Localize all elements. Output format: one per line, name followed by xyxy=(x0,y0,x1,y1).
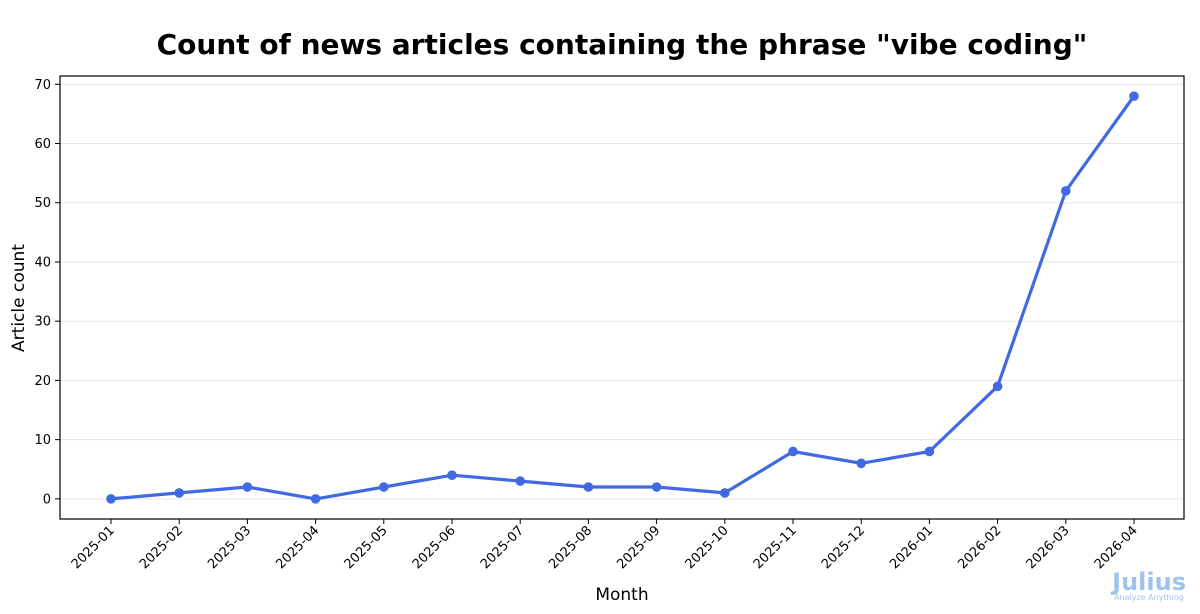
data-point-2025-11 xyxy=(788,446,798,457)
data-point-2025-02 xyxy=(174,488,184,498)
y-tick-label-20: 20 xyxy=(34,374,51,389)
x-tick-label-2025-06: 2025-06 xyxy=(410,523,459,572)
x-axis-ticks: 2025-01 2025-02 2025-03 2025-04 2025-05 2025-… xyxy=(69,519,1141,572)
x-axis-label: Month xyxy=(595,585,648,605)
series-line-0 xyxy=(109,94,1136,501)
y-tick-label-40: 40 xyxy=(34,255,51,270)
data-point-2025-04 xyxy=(310,494,321,504)
data-point-2025-08 xyxy=(583,482,594,492)
data-point-2026-03 xyxy=(1061,186,1071,196)
y-axis-label: Article count xyxy=(9,244,29,352)
x-tick-label-2025-03: 2025-03 xyxy=(205,523,254,572)
series-line-group xyxy=(106,91,1139,504)
y-tick-label-60: 60 xyxy=(34,137,51,152)
watermark-tagline: Analyze Anything xyxy=(1114,593,1184,602)
data-point-2026-04 xyxy=(1129,91,1139,101)
x-tick-label-2026-01: 2026-01 xyxy=(887,523,936,572)
data-point-2025-12 xyxy=(856,458,866,469)
data-point-2025-07 xyxy=(515,476,525,486)
data-point-2025-01 xyxy=(106,494,116,504)
x-tick-label-2025-08: 2025-08 xyxy=(546,523,595,572)
y-tick-label-10: 10 xyxy=(34,433,51,448)
y-tick-label-30: 30 xyxy=(34,315,51,330)
x-tick-label-2025-02: 2025-02 xyxy=(137,523,186,572)
x-tick-label-2025-12: 2025-12 xyxy=(819,523,868,572)
grid-lines xyxy=(60,83,1184,500)
y-tick-label-70: 70 xyxy=(34,78,51,93)
plot-frame xyxy=(59,75,1185,520)
x-tick-label-2025-11: 2025-11 xyxy=(751,523,800,572)
y-axis-ticks: 0 10 20 30 40 50 60 70 xyxy=(34,78,60,507)
y-tick-label-0: 0 xyxy=(43,492,51,507)
data-point-2025-05 xyxy=(379,482,389,492)
data-point-2025-06 xyxy=(447,470,457,480)
x-tick-label-2025-10: 2025-10 xyxy=(683,523,732,572)
x-tick-label-2025-01: 2025-01 xyxy=(69,523,118,572)
chart-title: Count of news articles containing the ph… xyxy=(157,28,1088,61)
x-tick-label-2026-02: 2026-02 xyxy=(955,523,1004,572)
x-tick-label-2026-03: 2026-03 xyxy=(1024,523,1073,572)
data-point-2025-03 xyxy=(242,482,253,492)
data-point-2026-02 xyxy=(992,381,1003,392)
watermark-brand: Julius xyxy=(1110,568,1186,596)
x-tick-label-2025-05: 2025-05 xyxy=(342,523,391,572)
data-point-2025-09 xyxy=(651,482,662,492)
x-tick-label-2025-04: 2025-04 xyxy=(273,523,322,572)
data-point-2025-10 xyxy=(720,488,730,498)
y-tick-label-50: 50 xyxy=(34,196,51,211)
x-tick-label-2026-04: 2026-04 xyxy=(1092,523,1141,572)
data-point-2026-01 xyxy=(924,446,935,457)
x-tick-label-2025-07: 2025-07 xyxy=(478,523,527,572)
x-tick-label-2025-09: 2025-09 xyxy=(614,523,663,572)
